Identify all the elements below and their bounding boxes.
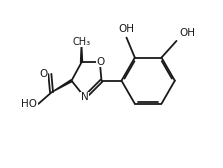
- Polygon shape: [81, 41, 83, 62]
- Text: CH₃: CH₃: [72, 36, 91, 47]
- Polygon shape: [52, 80, 72, 92]
- Text: O: O: [97, 56, 105, 67]
- Text: OH: OH: [179, 28, 195, 38]
- Text: HO: HO: [21, 99, 37, 109]
- Text: OH: OH: [118, 24, 134, 34]
- Text: N: N: [81, 92, 89, 102]
- Text: O: O: [39, 69, 48, 79]
